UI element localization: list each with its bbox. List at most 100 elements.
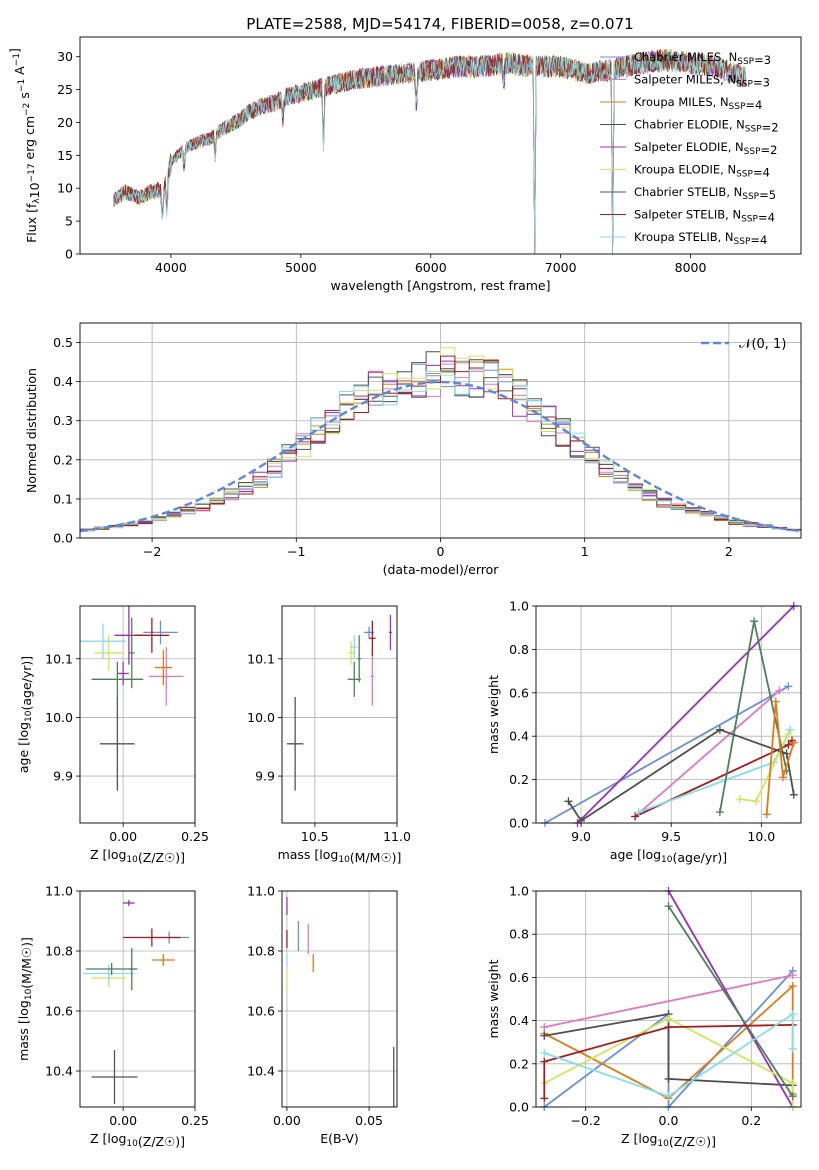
x-tick-label: 10.0: [747, 829, 775, 844]
y-axis-label: mass [log10(M/M☉)]: [16, 937, 34, 1061]
weight-point-marker: [784, 740, 793, 749]
weight-point-marker: [784, 730, 793, 739]
errorbar-point: [128, 948, 135, 990]
weight-point-marker: [788, 1044, 797, 1053]
weight-series-line: [634, 689, 780, 818]
weight-series-line: [544, 1012, 794, 1098]
errorbar-point: [143, 620, 178, 645]
y-tick-label: 0.1: [53, 491, 73, 506]
panel-weight_vs_age: 9.0 9.5 10.0 0.0 0.2 0.4 0.6 0.8 1.0 age [log10(a…: [486, 599, 802, 865]
histogram-step: [80, 355, 801, 531]
weight-point-marker: [788, 1079, 797, 1088]
y-axis-label: Flux [fλ10−17 erg cm−2 s−1 A−1]: [7, 48, 42, 243]
x-tick-label: 10.5: [301, 829, 329, 844]
legend-label: Kroupa STELIB, NSSP=4: [634, 230, 767, 247]
x-axis-label: E(B-V): [320, 1131, 359, 1146]
errorbar-point: [347, 641, 355, 665]
y-tick-label: 9.9: [53, 769, 73, 784]
x-tick-label: 9.0: [571, 829, 591, 844]
axes-frame: [79, 890, 196, 1108]
x-tick-label: −2: [143, 544, 161, 559]
y-tick-label: 1.0: [509, 599, 529, 614]
weight-point-marker: [788, 1092, 797, 1101]
x-axis-label: Z [log10(Z/Z☉)]: [621, 1131, 716, 1149]
errorbar-point: [82, 964, 135, 983]
errorbar-point: [100, 696, 135, 791]
y-tick-label: 10.4: [45, 1064, 73, 1079]
axes-frame: [79, 36, 802, 255]
x-tick-label: 11.0: [383, 829, 411, 844]
axes-frame: [281, 890, 398, 1108]
panel-age_vs_Z: 0.00 0.25 9.9 10.0 10.1 Z [log10(Z/Z☉)] age [l…: [16, 605, 209, 865]
errorbar-point: [117, 661, 129, 686]
y-axis-label: age [log10(age/yr)]: [16, 656, 34, 773]
errorbar-point: [369, 620, 376, 656]
weight-point-marker: [664, 1014, 673, 1023]
weight-point-marker: [788, 982, 797, 991]
errorbar-point: [123, 900, 135, 906]
y-tick-label: 0.2: [509, 772, 529, 787]
y-tick-label: 9.9: [255, 769, 275, 784]
y-tick-label: 0.8: [509, 642, 529, 657]
panel-spectrum: 4000 5000 6000 7000 8000 0 5 10 15 20 25 30 waveleng…: [7, 36, 802, 293]
y-tick-label: 5: [65, 214, 73, 229]
weight-point-marker: [750, 617, 759, 626]
y-tick-label: 15: [57, 148, 73, 163]
x-tick-label: 0.00: [109, 1113, 137, 1128]
weight-point-marker: [715, 725, 724, 734]
y-tick-label: 0.6: [509, 970, 529, 985]
weight-series-line: [543, 1024, 793, 1099]
y-tick-label: 10.6: [45, 1004, 73, 1019]
errorbar-point: [91, 661, 144, 697]
x-tick-label: 4000: [155, 260, 187, 275]
errorbar-point: [357, 635, 361, 683]
x-axis-label: (data-model)/error: [383, 562, 500, 577]
legend-label: Salpeter MILES, NSSP=3: [634, 73, 770, 90]
y-tick-label: 1.0: [509, 884, 529, 899]
x-tick-label: 1: [581, 544, 589, 559]
weight-point-marker: [715, 808, 724, 817]
y-tick-label: 10.8: [45, 944, 73, 959]
x-tick-label: 0.2: [741, 1113, 761, 1128]
weight-point-marker: [788, 1010, 797, 1019]
panel-mass_vs_Z: 0.00 0.25 10.4 10.6 10.8 11.0 Z [log10(Z/Z☉)] m…: [16, 884, 209, 1150]
y-tick-label: 0.0: [509, 816, 529, 831]
x-tick-label: 2: [725, 544, 733, 559]
weight-point-marker: [664, 902, 673, 911]
x-axis-label: age [log10(age/yr)]: [610, 847, 727, 865]
panel-residuals: −2 −1 0 1 2 0.0 0.1 0.2 0.3 0.4 0.5 (data-model)/er…: [24, 322, 802, 577]
y-tick-label: 10.0: [247, 710, 275, 725]
y-tick-label: 0.5: [53, 335, 73, 350]
legend-label: Chabrier MILES, NSSP=3: [634, 50, 771, 67]
x-tick-label: 6000: [415, 260, 447, 275]
weight-point-marker: [771, 697, 780, 706]
axes-frame: [535, 890, 802, 1108]
y-tick-label: 0.3: [53, 413, 73, 428]
legend-label: Salpeter STELIB, NSSP=4: [634, 208, 775, 225]
x-tick-label: 9.5: [661, 829, 681, 844]
errorbar-point: [80, 623, 126, 659]
legend-label: Salpeter ELODIE, NSSP=2: [634, 140, 777, 157]
x-axis-label: Z [log10(Z/Z☉)]: [90, 847, 185, 865]
x-tick-label: 0.25: [181, 829, 209, 844]
spectrum-series-line: [113, 49, 747, 255]
legend-label: Chabrier STELIB, NSSP=5: [634, 185, 776, 202]
x-tick-label: 0.00: [109, 829, 137, 844]
y-tick-label: 10: [57, 181, 73, 196]
y-tick-label: 10.8: [247, 944, 275, 959]
y-tick-label: 20: [57, 115, 73, 130]
x-axis-label: mass [log10(M/M☉)]: [278, 847, 402, 865]
legend-label: 𝒩(0, 1): [739, 337, 786, 352]
x-tick-label: −1: [287, 544, 305, 559]
weight-series-line: [667, 905, 794, 1097]
y-tick-label: 0.4: [53, 374, 73, 389]
x-axis-label: wavelength [Angstrom, rest frame]: [330, 278, 550, 293]
errorbar-point: [154, 649, 172, 686]
y-tick-label: 10.6: [247, 1004, 275, 1019]
x-tick-label: 7000: [545, 260, 577, 275]
y-tick-label: 0.0: [53, 531, 73, 546]
weight-point-marker: [540, 1094, 549, 1103]
errorbar-point: [151, 954, 175, 966]
weight-series-line: [544, 1013, 793, 1087]
errorbar-point: [388, 614, 393, 650]
